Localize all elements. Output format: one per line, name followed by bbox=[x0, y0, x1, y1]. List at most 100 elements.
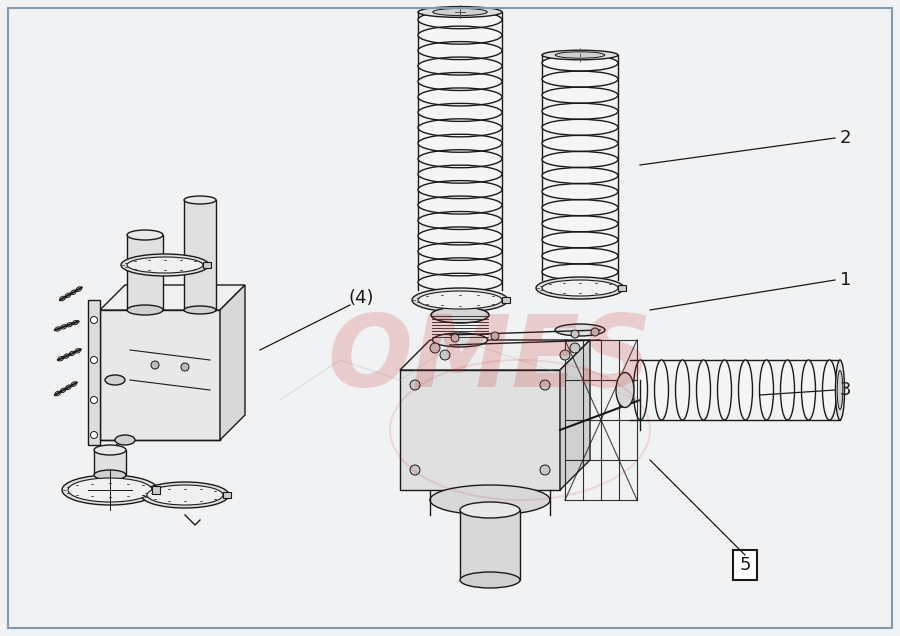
Ellipse shape bbox=[105, 375, 125, 385]
Ellipse shape bbox=[760, 360, 773, 420]
Circle shape bbox=[91, 396, 97, 403]
Ellipse shape bbox=[418, 242, 502, 260]
Text: 1: 1 bbox=[840, 271, 851, 289]
Ellipse shape bbox=[68, 478, 152, 502]
Ellipse shape bbox=[418, 11, 502, 29]
Ellipse shape bbox=[555, 324, 605, 336]
FancyBboxPatch shape bbox=[460, 510, 520, 580]
Ellipse shape bbox=[542, 71, 618, 87]
Ellipse shape bbox=[418, 57, 502, 75]
Polygon shape bbox=[400, 370, 560, 490]
FancyBboxPatch shape bbox=[618, 286, 626, 291]
Ellipse shape bbox=[94, 445, 126, 455]
FancyBboxPatch shape bbox=[203, 262, 211, 268]
Circle shape bbox=[540, 465, 550, 475]
Ellipse shape bbox=[780, 360, 795, 420]
Polygon shape bbox=[100, 285, 245, 310]
Ellipse shape bbox=[654, 360, 669, 420]
Ellipse shape bbox=[542, 264, 618, 280]
Ellipse shape bbox=[542, 232, 618, 248]
FancyBboxPatch shape bbox=[184, 200, 216, 310]
Circle shape bbox=[570, 343, 580, 353]
Ellipse shape bbox=[418, 273, 502, 291]
Ellipse shape bbox=[542, 103, 618, 120]
Ellipse shape bbox=[418, 104, 502, 121]
Polygon shape bbox=[220, 285, 245, 440]
Ellipse shape bbox=[676, 360, 689, 420]
Circle shape bbox=[181, 363, 189, 371]
Ellipse shape bbox=[634, 360, 647, 420]
Ellipse shape bbox=[823, 360, 836, 420]
Ellipse shape bbox=[460, 572, 520, 588]
Ellipse shape bbox=[460, 502, 520, 518]
Ellipse shape bbox=[542, 135, 618, 151]
Ellipse shape bbox=[115, 435, 135, 445]
Ellipse shape bbox=[802, 360, 815, 420]
Circle shape bbox=[410, 465, 420, 475]
Ellipse shape bbox=[542, 120, 618, 135]
Text: 5: 5 bbox=[739, 556, 751, 574]
Circle shape bbox=[451, 334, 459, 342]
Circle shape bbox=[560, 350, 570, 360]
Ellipse shape bbox=[184, 196, 216, 204]
Polygon shape bbox=[560, 340, 590, 490]
Ellipse shape bbox=[835, 360, 844, 420]
Ellipse shape bbox=[542, 248, 618, 264]
Ellipse shape bbox=[418, 196, 502, 214]
Ellipse shape bbox=[542, 167, 618, 184]
FancyBboxPatch shape bbox=[223, 492, 231, 498]
Ellipse shape bbox=[121, 254, 209, 276]
Ellipse shape bbox=[418, 119, 502, 137]
Ellipse shape bbox=[431, 307, 489, 323]
Ellipse shape bbox=[418, 258, 502, 276]
Circle shape bbox=[91, 357, 97, 364]
Ellipse shape bbox=[418, 149, 502, 168]
Ellipse shape bbox=[141, 482, 229, 508]
Ellipse shape bbox=[418, 41, 502, 60]
Ellipse shape bbox=[542, 184, 618, 200]
Polygon shape bbox=[88, 300, 100, 445]
Circle shape bbox=[91, 431, 97, 438]
Ellipse shape bbox=[542, 151, 618, 167]
Ellipse shape bbox=[418, 212, 502, 230]
Ellipse shape bbox=[184, 306, 216, 314]
Ellipse shape bbox=[418, 134, 502, 152]
Circle shape bbox=[440, 350, 450, 360]
Ellipse shape bbox=[739, 360, 752, 420]
Ellipse shape bbox=[542, 216, 618, 232]
Circle shape bbox=[430, 343, 440, 353]
Ellipse shape bbox=[418, 291, 502, 309]
Circle shape bbox=[540, 380, 550, 390]
Circle shape bbox=[151, 361, 159, 369]
Ellipse shape bbox=[147, 485, 223, 505]
Circle shape bbox=[410, 380, 420, 390]
Ellipse shape bbox=[433, 333, 488, 347]
Ellipse shape bbox=[418, 227, 502, 245]
Ellipse shape bbox=[127, 305, 163, 315]
Polygon shape bbox=[400, 340, 590, 370]
Ellipse shape bbox=[418, 88, 502, 106]
FancyBboxPatch shape bbox=[152, 486, 160, 494]
Ellipse shape bbox=[697, 360, 710, 420]
Ellipse shape bbox=[127, 230, 163, 240]
Ellipse shape bbox=[837, 371, 842, 410]
Polygon shape bbox=[100, 310, 220, 440]
Ellipse shape bbox=[542, 200, 618, 216]
Ellipse shape bbox=[555, 52, 605, 59]
Ellipse shape bbox=[433, 8, 487, 16]
Ellipse shape bbox=[418, 6, 502, 17]
Ellipse shape bbox=[542, 87, 618, 103]
Ellipse shape bbox=[94, 470, 126, 480]
Ellipse shape bbox=[717, 360, 732, 420]
Ellipse shape bbox=[542, 280, 618, 296]
Text: 2: 2 bbox=[840, 129, 851, 147]
Circle shape bbox=[591, 328, 599, 336]
FancyBboxPatch shape bbox=[94, 450, 126, 475]
Ellipse shape bbox=[542, 50, 618, 60]
Circle shape bbox=[571, 330, 579, 338]
Ellipse shape bbox=[418, 26, 502, 44]
Text: (4): (4) bbox=[348, 289, 374, 307]
Ellipse shape bbox=[62, 475, 158, 505]
Ellipse shape bbox=[412, 288, 508, 312]
Text: OMES: OMES bbox=[328, 312, 652, 408]
